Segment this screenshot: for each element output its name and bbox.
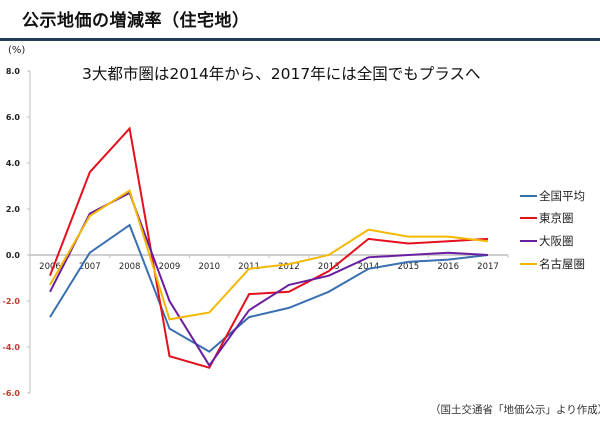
y-tick-label: -6.0 [3, 389, 21, 398]
series-line [49, 189, 489, 321]
series-layer [49, 126, 489, 369]
series-1 [49, 126, 489, 369]
x-tick-label: 2012 [278, 262, 300, 272]
legend-label: 東京圏 [539, 211, 574, 225]
chart-subtitle: 3大都市圏は2014年から、2017年には全国でもプラスへ [82, 65, 481, 83]
series-line [49, 191, 489, 368]
y-axis-unit-label: (%) [8, 45, 26, 56]
x-tick-label: 2014 [358, 262, 380, 272]
y-tick-label: 2.0 [6, 205, 21, 214]
legend-item: 東京圏 [520, 211, 574, 225]
legend-item: 全国平均 [520, 189, 585, 203]
legend-label: 大阪圏 [539, 234, 574, 248]
legend-item: 大阪圏 [520, 234, 574, 248]
chart-axes: 8.0 6.0 4.0 2.0 0.0 -2.0 -4.0 -6.0 2006 2007 2008 2… [3, 67, 509, 398]
legend-label: 全国平均 [539, 189, 585, 203]
x-tick-label: 2010 [198, 262, 220, 272]
title-divider [0, 38, 600, 41]
legend-label: 名古屋圏 [539, 257, 585, 271]
series-line [49, 223, 489, 353]
x-tick-label: 2009 [159, 262, 181, 272]
x-tick-label: 2011 [238, 262, 260, 272]
y-tick-label: -4.0 [3, 343, 21, 352]
y-tick-label: 8.0 [6, 67, 21, 76]
y-tick-label: 6.0 [6, 113, 21, 122]
series-line [49, 126, 489, 369]
y-tick-label: -2.0 [3, 297, 21, 306]
legend-item: 名古屋圏 [520, 257, 585, 271]
source-note: （国土交通省「地価公示」より作成） [430, 404, 600, 416]
x-tick-label: 2006 [39, 262, 61, 272]
x-tick-label: 2008 [119, 262, 141, 272]
page-title: 公示地価の増減率（住宅地） [22, 11, 250, 31]
series-0 [49, 223, 489, 353]
series-3 [49, 189, 489, 321]
x-tick-label: 2016 [437, 262, 459, 272]
x-tick-label: 2013 [318, 262, 340, 272]
x-tick-label: 2017 [477, 262, 499, 272]
x-tick-label: 2015 [398, 262, 420, 272]
x-tick-label: 2007 [79, 262, 101, 272]
y-tick-label: 0.0 [6, 251, 21, 260]
y-tick-label: 4.0 [6, 159, 21, 168]
series-2 [49, 191, 489, 368]
